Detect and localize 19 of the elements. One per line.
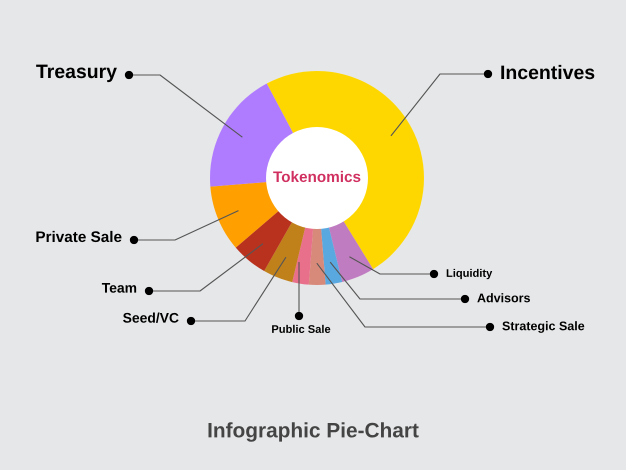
slice-label: Treasury [36,64,117,82]
slice-label: Advisors [477,293,530,302]
slice-label: Public Sale [272,324,330,333]
donut-slice [264,222,306,282]
slice-label: Liquidity [446,268,492,280]
slice-label: Seed/VC [123,312,179,323]
donut-slice [210,182,279,248]
slice-label: Strategic Sale [502,321,584,333]
text: Tokenomics [273,170,360,182]
slice-label: Incentives [501,64,594,80]
donut-slice [292,226,314,285]
donut-slice [321,226,342,285]
donut-slice [236,210,292,272]
donut-slice [308,228,326,285]
donut-slice [266,71,424,270]
text: Infographic Pie-Chart [208,422,419,442]
donut-slice [328,220,374,282]
slice-label: Team [102,283,136,293]
slice-label: Private Sale [36,230,122,242]
